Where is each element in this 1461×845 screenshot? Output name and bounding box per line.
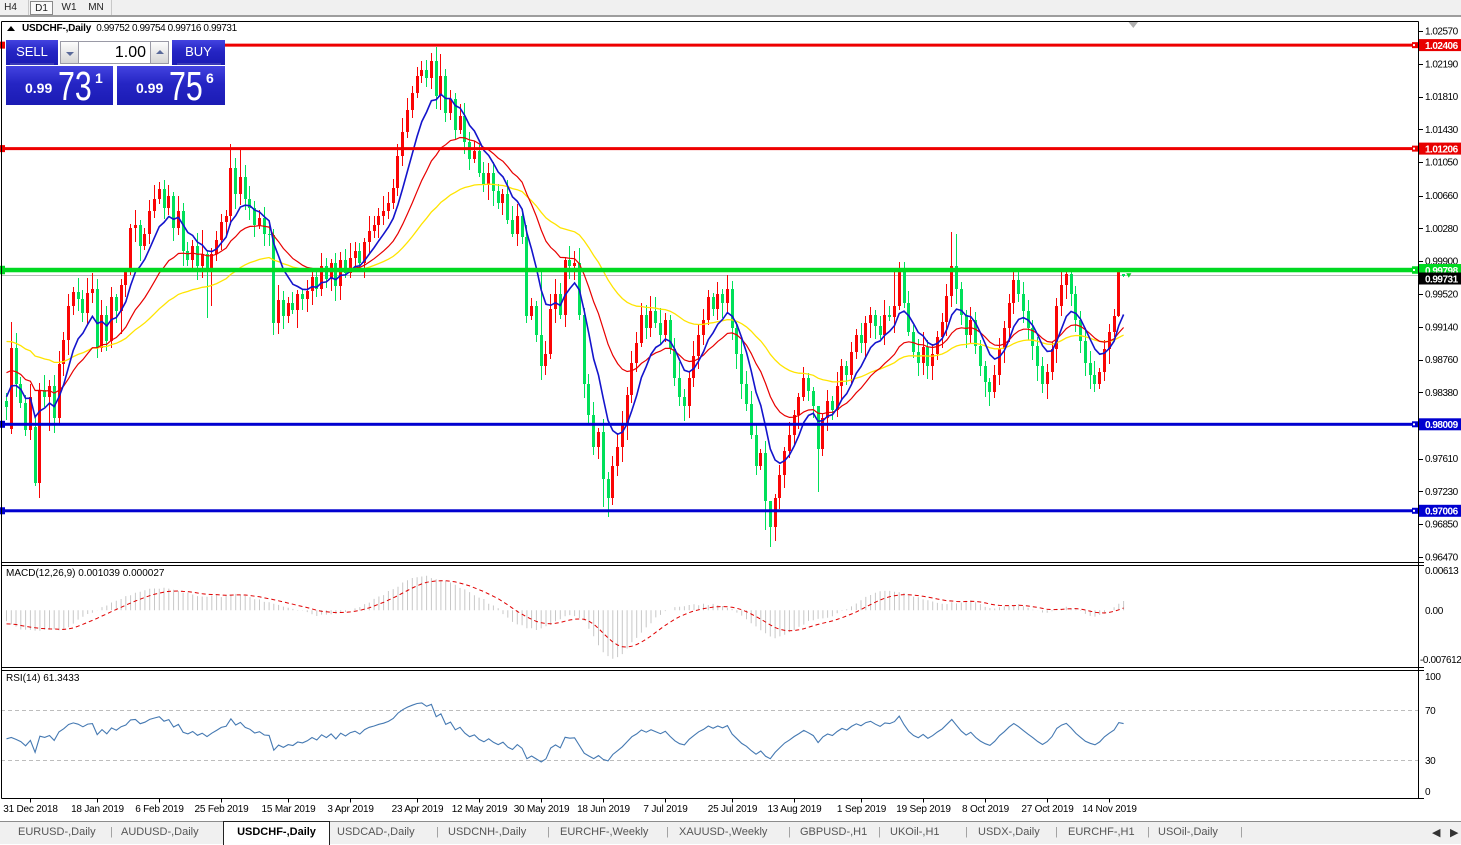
svg-text:18 Jun 2019: 18 Jun 2019 — [577, 804, 630, 815]
svg-text:0.98009: 0.98009 — [1425, 420, 1459, 431]
svg-text:1.01050: 1.01050 — [1425, 158, 1459, 169]
svg-text:0.97006: 0.97006 — [1425, 507, 1459, 518]
svg-text:1.02406: 1.02406 — [1425, 41, 1459, 52]
svg-text:0.96850: 0.96850 — [1425, 520, 1459, 531]
svg-text:MACD(12,26,9) 0.001039 0.00002: MACD(12,26,9) 0.001039 0.000027 — [6, 568, 165, 579]
svg-text:0.98760: 0.98760 — [1425, 355, 1459, 366]
svg-text:13 Aug 2019: 13 Aug 2019 — [768, 804, 823, 815]
svg-text:25 Jul 2019: 25 Jul 2019 — [708, 804, 758, 815]
svg-text:0.99140: 0.99140 — [1425, 322, 1459, 333]
svg-text:6 Feb 2019: 6 Feb 2019 — [135, 804, 184, 815]
svg-text:12 May 2019: 12 May 2019 — [452, 804, 508, 815]
svg-text:1 Sep 2019: 1 Sep 2019 — [837, 804, 887, 815]
svg-text:0.99520: 0.99520 — [1425, 290, 1459, 301]
svg-text:7 Jul 2019: 7 Jul 2019 — [643, 804, 688, 815]
svg-text:1.00280: 1.00280 — [1425, 224, 1459, 235]
svg-text:18 Jan 2019: 18 Jan 2019 — [71, 804, 124, 815]
svg-text:14 Nov 2019: 14 Nov 2019 — [1082, 804, 1137, 815]
svg-text:19 Sep 2019: 19 Sep 2019 — [896, 804, 951, 815]
svg-text:0.96470: 0.96470 — [1425, 553, 1459, 564]
svg-text:25 Feb 2019: 25 Feb 2019 — [195, 804, 250, 815]
svg-text:1.01206: 1.01206 — [1425, 144, 1459, 155]
svg-text:23 Apr 2019: 23 Apr 2019 — [392, 804, 444, 815]
svg-text:3 Apr 2019: 3 Apr 2019 — [327, 804, 374, 815]
svg-text:0.00613: 0.00613 — [1425, 566, 1459, 577]
svg-text:0.00: 0.00 — [1425, 606, 1444, 617]
svg-text:0.97610: 0.97610 — [1425, 454, 1459, 465]
svg-text:0.98380: 0.98380 — [1425, 388, 1459, 399]
svg-text:1.01430: 1.01430 — [1425, 125, 1459, 136]
svg-text:30: 30 — [1425, 756, 1436, 767]
svg-text:1.01810: 1.01810 — [1425, 92, 1459, 103]
svg-text:0.99798: 0.99798 — [1425, 266, 1459, 277]
svg-text:15 Mar 2019: 15 Mar 2019 — [262, 804, 317, 815]
svg-text:8 Oct 2019: 8 Oct 2019 — [962, 804, 1010, 815]
svg-text:31 Dec 2018: 31 Dec 2018 — [3, 804, 58, 815]
svg-text:70: 70 — [1425, 706, 1436, 717]
svg-text:0: 0 — [1425, 787, 1431, 798]
svg-text:1.00660: 1.00660 — [1425, 191, 1459, 202]
svg-text:0.99731: 0.99731 — [1425, 274, 1459, 285]
svg-text:0.97230: 0.97230 — [1425, 487, 1459, 498]
svg-text:100: 100 — [1425, 672, 1441, 683]
svg-text:-0.007612: -0.007612 — [1420, 655, 1461, 666]
svg-text:0.99900: 0.99900 — [1425, 257, 1459, 268]
svg-text:1.02570: 1.02570 — [1425, 27, 1459, 38]
svg-text:30 May 2019: 30 May 2019 — [514, 804, 570, 815]
svg-text:1.02190: 1.02190 — [1425, 59, 1459, 70]
svg-text:RSI(14) 61.3433: RSI(14) 61.3433 — [6, 673, 80, 684]
svg-text:27 Oct 2019: 27 Oct 2019 — [1021, 804, 1074, 815]
